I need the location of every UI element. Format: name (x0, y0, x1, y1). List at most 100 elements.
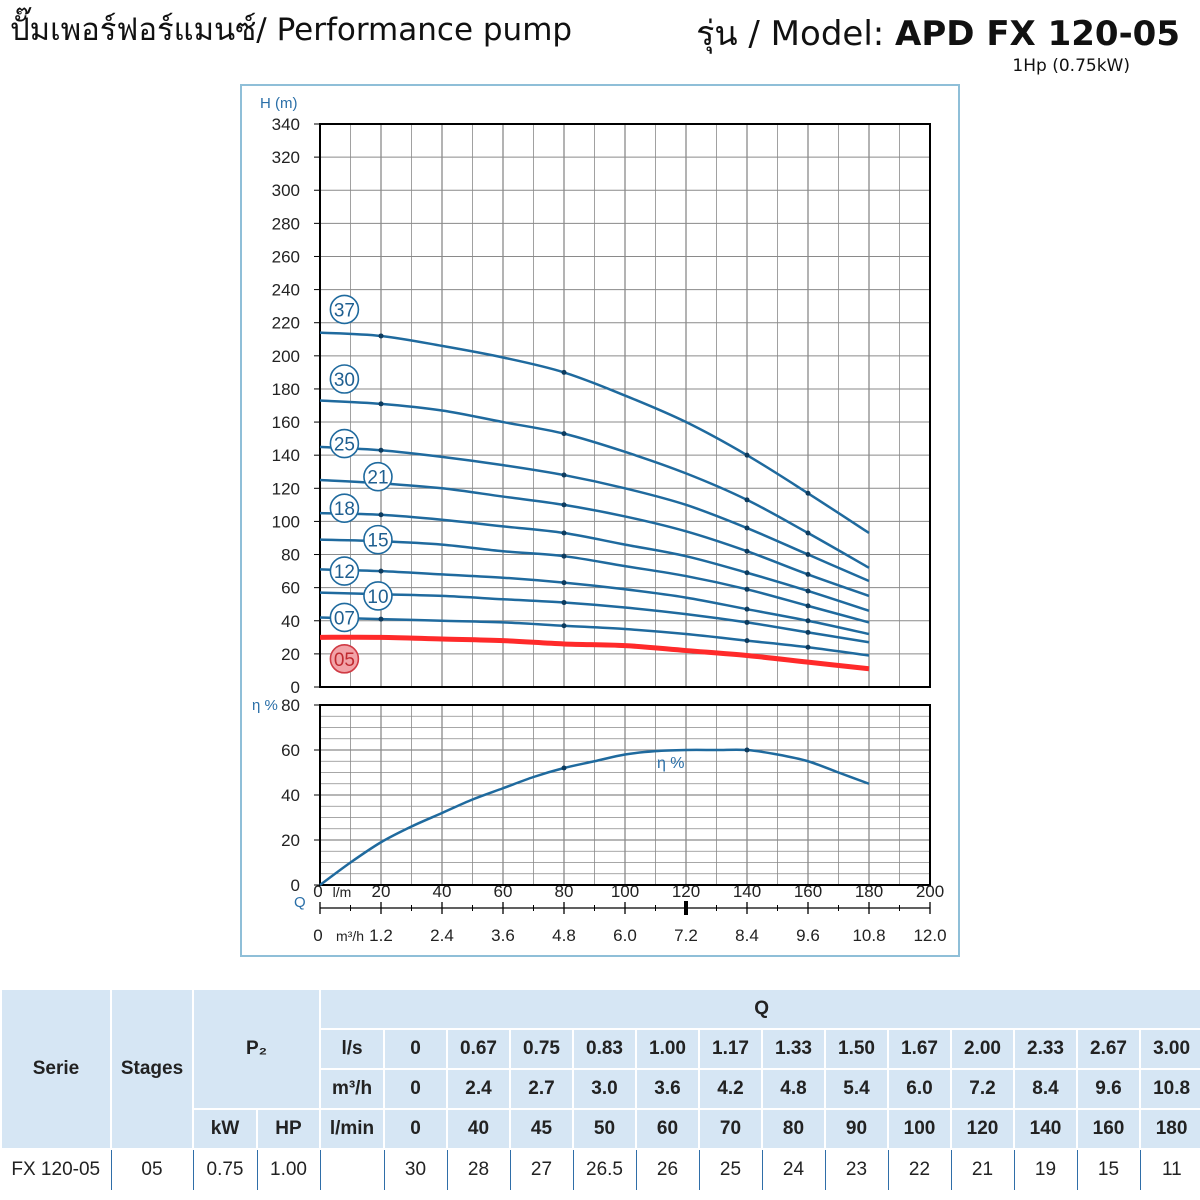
head-ytick-label: 40 (281, 612, 300, 631)
q-cell-value-5: 25 (698, 1149, 762, 1190)
stage-badge-label-15: 15 (367, 531, 388, 552)
stage-badge-label-25: 25 (334, 435, 355, 456)
xtick-m3h-label: 3.6 (491, 926, 515, 945)
stage-badge-10 (363, 581, 393, 611)
head-curve-point-15 (805, 603, 811, 609)
xtick-m3h-label: 9.6 (796, 926, 820, 945)
stage-badge-18 (329, 493, 360, 523)
q-cell-lmin-5: 70 (698, 1108, 763, 1150)
head-ytick-label: 60 (281, 579, 300, 598)
head-ytick-label: 100 (272, 512, 300, 531)
q-cell-m3h-12: 10.8 (1138, 1068, 1200, 1110)
head-curve-point-12 (561, 580, 567, 586)
eff-plot-frame (319, 704, 931, 886)
kw-cell: 0.75 (192, 1149, 257, 1190)
q-cell-m3h-1: 2.4 (446, 1068, 511, 1110)
q-cell-ls-7: 1.50 (824, 1028, 889, 1070)
head-curve-point-07 (805, 644, 811, 650)
q-cell-value-0: 30 (383, 1149, 447, 1190)
xtick-lmin-label: 40 (433, 882, 452, 901)
eff-ytick-label: 60 (281, 741, 300, 760)
head-curve-18 (319, 511, 870, 613)
table-row-m3h: m³/h 0 2.4 2.7 3.0 3.6 4.2 4.8 5.4 6.0 7.2 8.4 9.6 1… (1, 1068, 1200, 1110)
q-cell-m3h-6: 4.8 (761, 1068, 826, 1110)
q-cell-lmin-6: 80 (761, 1108, 826, 1150)
stage-badge-30 (329, 364, 360, 394)
xtick-lmin-label: 0 (313, 882, 322, 901)
head-curve-37 (319, 331, 870, 535)
head-ytick-label: 320 (272, 148, 300, 167)
empty-cell (319, 1149, 384, 1190)
eff-curve (319, 748, 870, 887)
head-curve-point-21 (805, 571, 811, 577)
eff-ytick-label: 80 (281, 696, 300, 715)
q-cell-value-6: 24 (761, 1149, 825, 1190)
head-curve-point-30 (378, 401, 384, 407)
q-cell-ls-12: 3.00 (1138, 1028, 1200, 1070)
head-curve-point-30 (561, 431, 567, 437)
xtick-lmin-label: 160 (794, 882, 822, 901)
table-row: FX 120-05 05 0.75 1.00 30 28 27 26.5 26 25 24 2… (1, 1149, 1200, 1190)
head-curve-10 (319, 591, 870, 644)
chart-svg: 0204060801001201401601802002202402602803… (252, 95, 947, 945)
hp-header: HP (256, 1108, 321, 1150)
q-cell-value-12: 11 (1139, 1149, 1200, 1190)
hp-cell: 1.00 (256, 1149, 320, 1190)
xtick-lmin-label: 80 (555, 882, 574, 901)
xtick-m3h-label: 4.8 (552, 926, 576, 945)
head-curve-point-18 (744, 570, 750, 576)
p2-header: P₂ (192, 988, 321, 1110)
head-curve-point-10 (805, 629, 811, 635)
head-curve-point-18 (805, 588, 811, 594)
head-ytick-label: 340 (272, 115, 300, 134)
head-ytick-label: 220 (272, 314, 300, 333)
head-curve-point-25 (805, 552, 811, 558)
q-header: Q (318, 988, 1200, 1030)
q-cell-lmin-10: 140 (1013, 1108, 1078, 1150)
head-curve-25 (319, 445, 870, 583)
head-curve-15 (319, 538, 870, 624)
head-curve-point-30 (805, 530, 811, 536)
head-curve-point-21 (561, 502, 567, 508)
q-cell-m3h-11: 9.6 (1076, 1068, 1141, 1110)
xtick-lmin-label: 120 (672, 882, 700, 901)
unit-ls: l/s (319, 1028, 385, 1070)
head-curve-point-15 (561, 553, 567, 559)
head-curve-point-21 (744, 548, 750, 554)
xtick-lmin-label: 20 (372, 882, 391, 901)
head-curve-point-37 (378, 333, 384, 339)
head-ytick-label: 180 (272, 380, 300, 399)
q-cell-lmin-2: 45 (509, 1108, 574, 1150)
head-ytick-label: 240 (272, 281, 300, 300)
head-ytick-label: 80 (281, 546, 300, 565)
q-cell-ls-1: 0.67 (446, 1028, 511, 1070)
q-cell-value-7: 23 (824, 1149, 888, 1190)
eff-axis-title: η % (252, 697, 278, 714)
q-cell-lmin-4: 60 (635, 1108, 700, 1150)
head-ytick-label: 20 (281, 645, 300, 664)
stage-badge-25 (329, 428, 360, 459)
xtick-m3h-label: 12.0 (913, 926, 946, 945)
xtick-m3h-label: 6.0 (613, 926, 637, 945)
q-cell-lmin-7: 90 (824, 1108, 889, 1150)
q-cell-value-2: 27 (509, 1149, 573, 1190)
head-curve-05 (319, 634, 870, 672)
q-cell-m3h-9: 7.2 (950, 1068, 1015, 1110)
kw-header: kW (192, 1108, 258, 1150)
q-cell-lmin-1: 40 (446, 1108, 511, 1150)
head-curve-12 (319, 568, 870, 636)
performance-chart: 0 20 40 60 80 100 120 140 160 180 200 220 240 260 280 3… (240, 84, 960, 957)
head-curve-point-15 (744, 586, 750, 592)
head-curve-point-10 (561, 600, 567, 606)
stage-badge-05 (329, 644, 360, 674)
head-curve-07 (319, 616, 870, 657)
stage-badge-label-12: 12 (334, 562, 355, 583)
x-unit-lmin: l/m (333, 884, 352, 900)
q-cell-lmin-9: 120 (950, 1108, 1015, 1150)
head-curve-point-25 (561, 472, 567, 478)
q-cell-m3h-8: 6.0 (887, 1068, 952, 1110)
table-row-lmin: kW HP l/min 0 40 45 50 60 70 80 90 100 120 140 160 1… (1, 1108, 1200, 1150)
head-ytick-label: 200 (272, 347, 300, 366)
head-curve-point-12 (378, 568, 384, 574)
stage-badge-label-05: 05 (334, 650, 355, 671)
